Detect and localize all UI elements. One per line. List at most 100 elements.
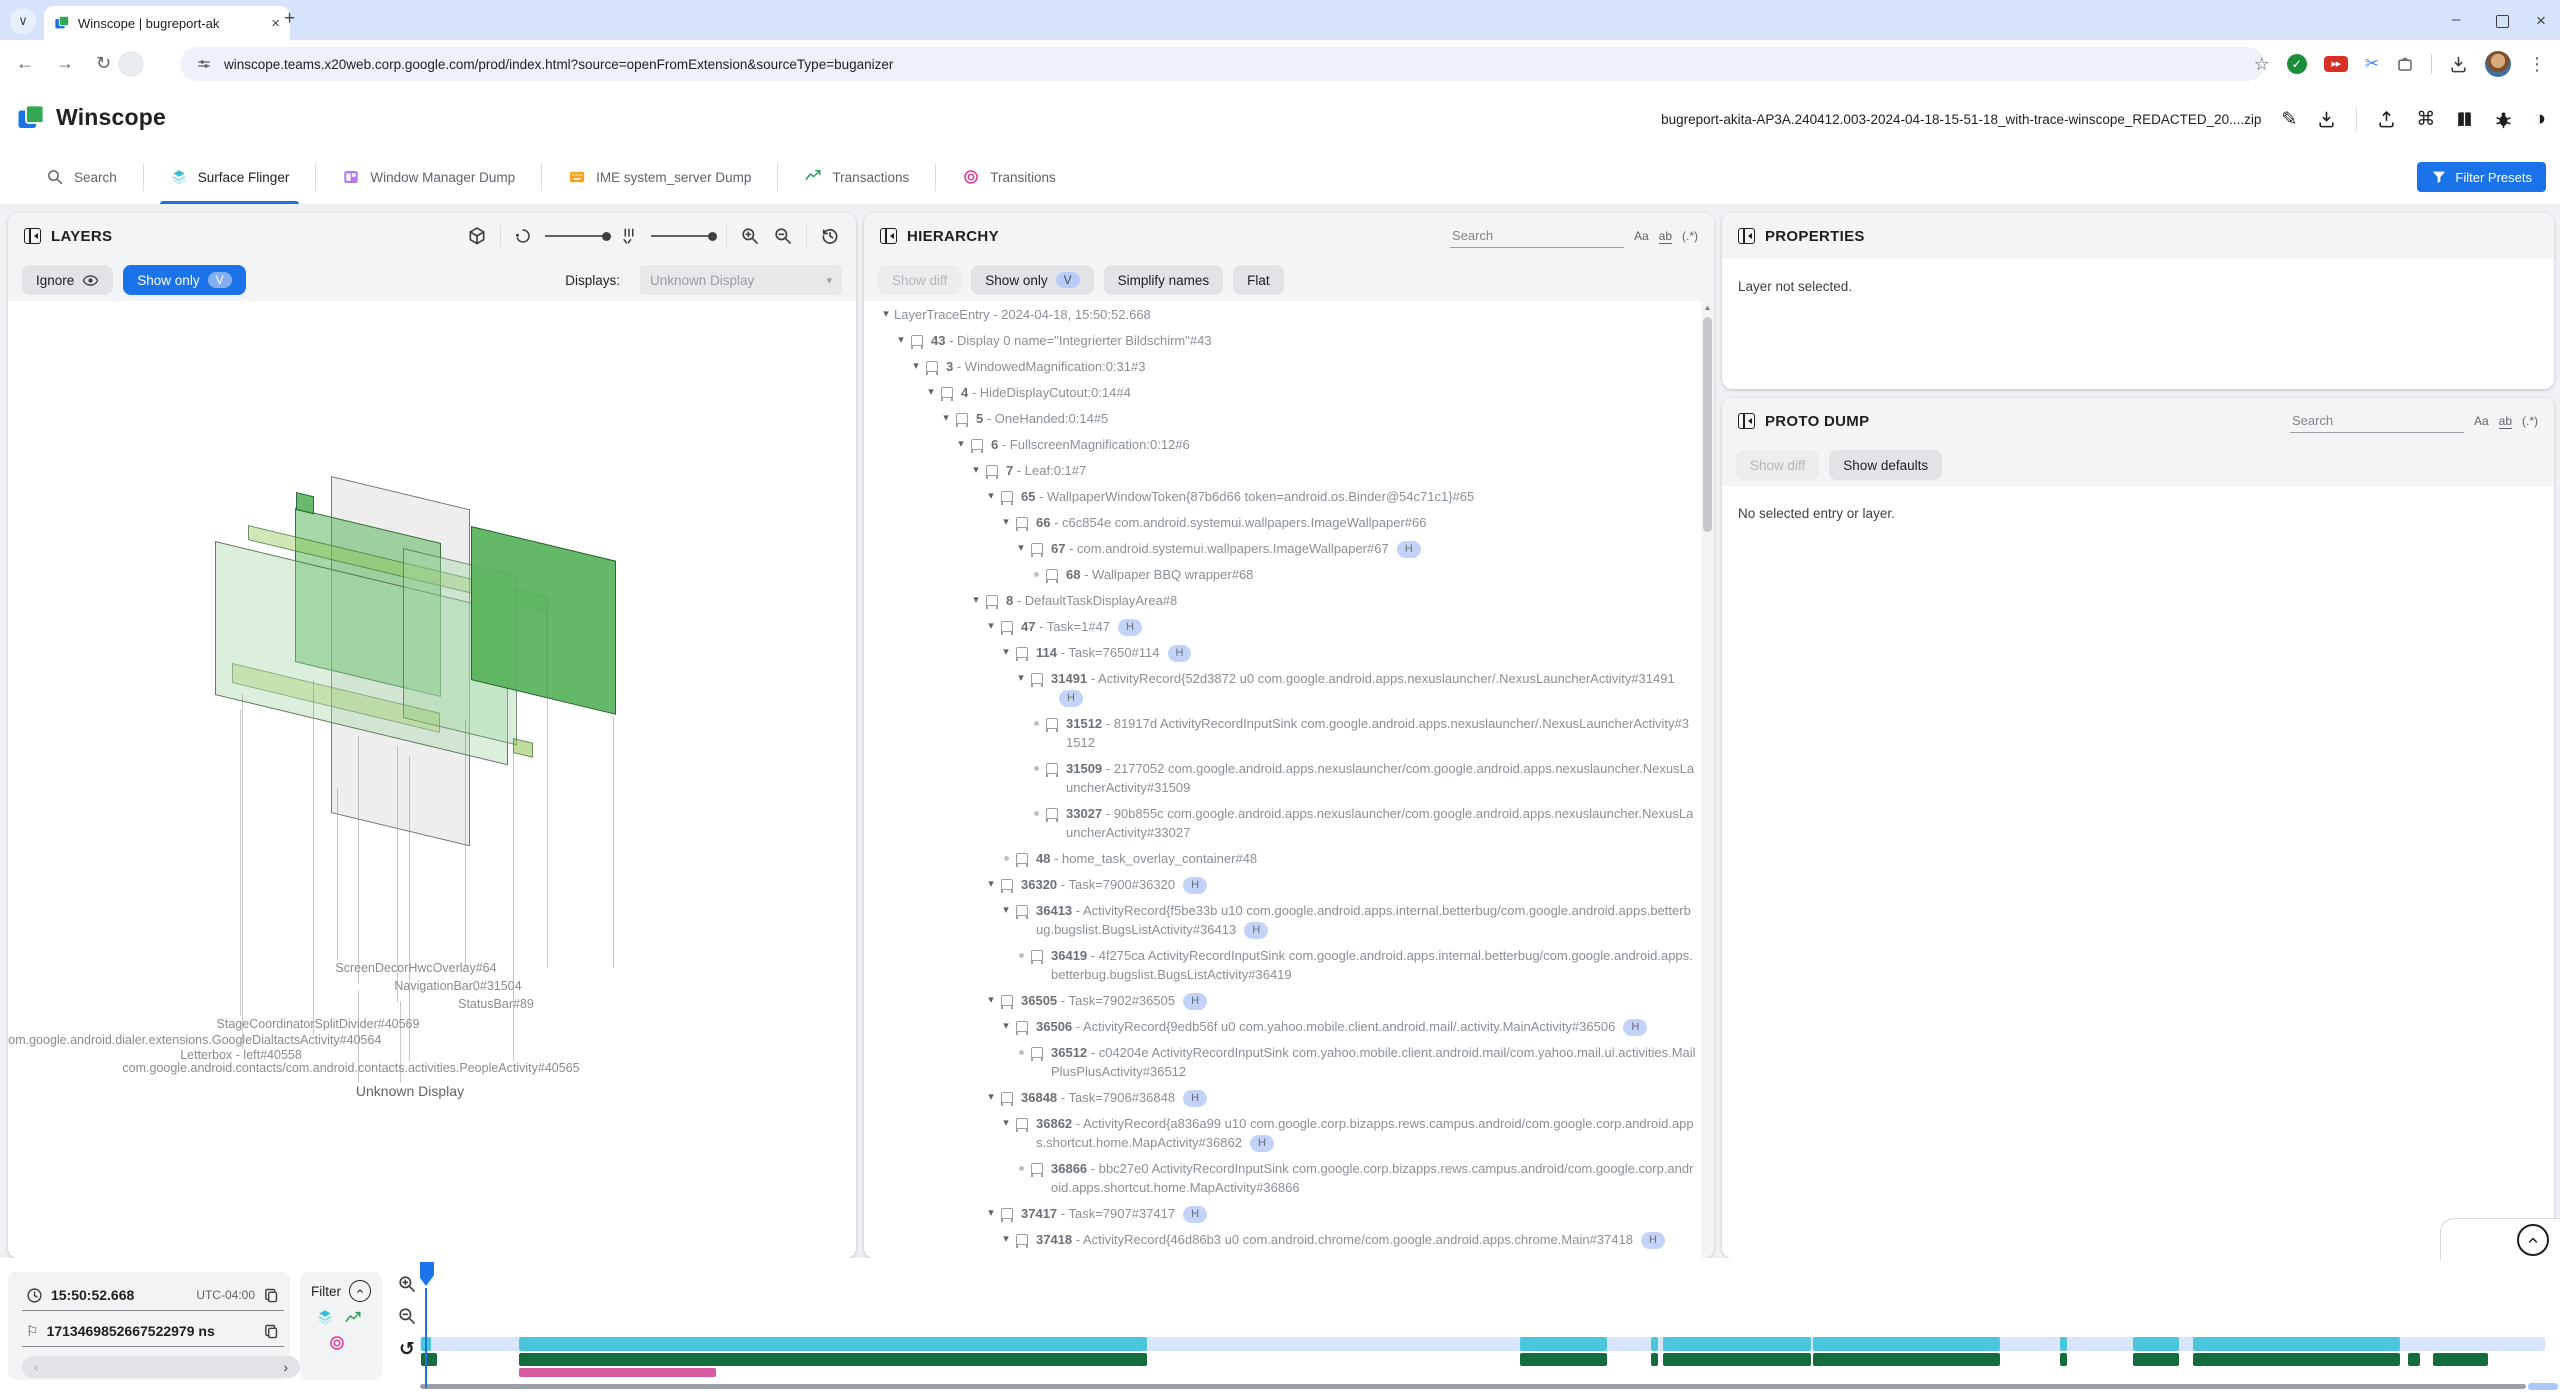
timeline-tracks[interactable] — [420, 1258, 2560, 1392]
sf-trace-segment[interactable] — [1520, 1337, 1607, 1351]
transitions-toggle-icon[interactable] — [328, 1334, 346, 1352]
tree-node[interactable]: ▾ 67 - com.android.systemui.wallpapers.Im… — [864, 535, 1700, 561]
expander-icon[interactable]: ▾ — [988, 993, 994, 1006]
simplify-names-button[interactable]: Simplify names — [1103, 265, 1224, 295]
leaf-dot-icon[interactable] — [1028, 759, 1044, 778]
match-word-icon[interactable]: ab — [2498, 413, 2512, 429]
back-button[interactable]: ← — [16, 53, 34, 73]
tree-node[interactable]: ▾ 31491 - ActivityRecord{52d3872 u0 com.g… — [864, 665, 1700, 710]
timeline-scrollbar-handle[interactable] — [2528, 1383, 2558, 1390]
expander-icon[interactable]: ▾ — [1003, 1232, 1009, 1245]
match-case-icon[interactable]: Aa — [2473, 414, 2489, 428]
tree-node[interactable]: ▾ 36506 - ActivityRecord{9edb56f u0 com.y… — [864, 1013, 1700, 1039]
tree-node[interactable]: ▾ 8 - DefaultTaskDisplayArea#8 — [864, 587, 1700, 613]
leaf-dot-icon[interactable] — [1013, 946, 1029, 965]
documentation-icon[interactable] — [2455, 110, 2474, 129]
next-entry-button[interactable]: › — [283, 1359, 288, 1375]
transitions-trace-segment[interactable] — [519, 1368, 716, 1377]
tree-node[interactable]: ▾ 6 - FullscreenMagnification:0:12#6 — [864, 431, 1700, 457]
spacing-slider[interactable] — [651, 231, 717, 241]
tree-node[interactable]: ▾ 7 - Leaf:0:1#7 — [864, 457, 1700, 483]
extensions-puzzle-icon[interactable] — [2396, 55, 2414, 73]
site-info-icon[interactable] — [196, 56, 212, 72]
extension-video-icon[interactable]: ▶▶ — [2323, 56, 2348, 72]
transactions-trace-segment[interactable] — [1651, 1353, 1658, 1366]
tree-node[interactable]: ▾ 37417 - Task=7907#37417 H — [864, 1200, 1700, 1226]
transactions-toggle-icon[interactable] — [344, 1310, 362, 1328]
tree-node[interactable]: ▾ 43 - Display 0 name="Integrierter Bilds… — [864, 327, 1700, 353]
rotation-slider[interactable] — [545, 231, 611, 241]
edit-icon[interactable]: ✎ — [2281, 108, 2298, 130]
show-diff-button[interactable]: Show diff — [1736, 450, 1820, 480]
leaf-dot-icon[interactable] — [1013, 1159, 1029, 1178]
transactions-trace-segment[interactable] — [421, 1353, 437, 1366]
expander-icon[interactable]: ▾ — [958, 437, 964, 450]
tab-search-button[interactable]: ∨ — [10, 8, 36, 34]
ignore-button[interactable]: Ignore — [22, 265, 114, 295]
forward-button[interactable]: → — [56, 53, 74, 73]
match-word-icon[interactable]: ab — [1658, 228, 1672, 244]
scrollbar-thumb[interactable] — [1703, 317, 1712, 532]
timeline-filter-header[interactable]: Filter — [300, 1272, 382, 1302]
report-bug-icon[interactable] — [2494, 110, 2513, 129]
tree-node[interactable]: ▾ 65 - WallpaperWindowToken{87b6d66 token… — [864, 483, 1700, 509]
sf-trace-segment[interactable] — [2193, 1337, 2400, 1351]
tab-transitions[interactable]: Transitions — [936, 150, 1082, 204]
timeline-cursor-marker[interactable] — [420, 1262, 434, 1286]
dark-mode-icon[interactable]: ◑ — [2533, 107, 2546, 130]
tree-node[interactable]: 31512 - 81917d ActivityRecordInputSink c… — [864, 710, 1700, 755]
tree-node[interactable]: 36512 - c04204e ActivityRecordInputSink … — [864, 1039, 1700, 1084]
tab-surface-flinger[interactable]: Surface Flinger — [144, 150, 316, 204]
show-only-v-button[interactable]: Show only V — [971, 265, 1094, 295]
collapse-timeline-button[interactable] — [2517, 1224, 2549, 1256]
transactions-trace-segment[interactable] — [2193, 1353, 2400, 1366]
sf-trace-segment[interactable] — [519, 1337, 1147, 1351]
expander-icon[interactable]: ▾ — [943, 411, 949, 424]
copy-icon[interactable] — [263, 1287, 280, 1304]
panel-collapse-icon[interactable] — [880, 228, 897, 244]
regex-icon[interactable]: (.*) — [1682, 229, 1698, 243]
tree-node[interactable]: ▾ 114 - Task=7650#114 H — [864, 639, 1700, 665]
expander-icon[interactable]: ▾ — [1018, 541, 1024, 554]
tree-node[interactable]: 33027 - 90b855c com.google.android.apps.… — [864, 800, 1700, 845]
bookmark-star-icon[interactable]: ☆ — [2253, 53, 2270, 74]
download-trace-icon[interactable] — [2317, 110, 2336, 129]
filter-presets-button[interactable]: Filter Presets — [2417, 162, 2546, 192]
panel-collapse-icon[interactable] — [1738, 413, 1755, 429]
ns-time-field[interactable]: ⚐ 1713469852667522979 ns — [22, 1316, 284, 1347]
tree-node[interactable]: 48 - home_task_overlay_container#48 — [864, 845, 1700, 871]
transactions-trace-segment[interactable] — [2060, 1353, 2067, 1366]
transactions-trace-segment[interactable] — [2433, 1353, 2488, 1366]
expander-icon[interactable]: ▾ — [928, 385, 934, 398]
downloads-icon[interactable] — [2449, 55, 2468, 74]
shortcuts-icon[interactable]: ⌘ — [2416, 108, 2436, 130]
tree-node[interactable]: 36866 - bbc27e0 ActivityRecordInputSink … — [864, 1155, 1700, 1200]
match-case-icon[interactable]: Aa — [1633, 229, 1649, 243]
toolbar-circle-icon[interactable] — [118, 51, 144, 77]
profile-avatar[interactable] — [2485, 51, 2511, 77]
transactions-trace-segment[interactable] — [1813, 1353, 2000, 1366]
tab-search[interactable]: Search — [20, 150, 143, 204]
timeline-scrollbar[interactable] — [420, 1384, 2526, 1389]
expander-icon[interactable]: ▾ — [988, 1090, 994, 1103]
layers-3d-canvas[interactable]: ScreenDecorHwcOverlay#64 NavigationBar0#3… — [8, 301, 856, 1258]
timeline-zoom-out-icon[interactable] — [397, 1306, 417, 1326]
leaf-dot-icon[interactable] — [1013, 1043, 1029, 1062]
show-diff-button[interactable]: Show diff — [878, 265, 962, 295]
new-tab-button[interactable]: + — [284, 8, 296, 29]
zoom-out-icon[interactable] — [773, 226, 793, 246]
tree-node[interactable]: 68 - Wallpaper BBQ wrapper#68 — [864, 561, 1700, 587]
sf-trace-segment[interactable] — [2133, 1337, 2179, 1351]
expander-icon[interactable]: ▾ — [1003, 1019, 1009, 1032]
timeline-cursor[interactable] — [425, 1288, 427, 1388]
displays-dropdown[interactable]: Unknown Display ▾ — [640, 265, 842, 295]
zoom-in-icon[interactable] — [740, 226, 760, 246]
expander-icon[interactable]: ▾ — [1003, 903, 1009, 916]
prev-entry-button[interactable]: ‹ — [34, 1359, 39, 1375]
expander-icon[interactable]: ▾ — [1018, 671, 1024, 684]
tab-ime-system-server-dump[interactable]: IME system_server Dump — [542, 150, 777, 204]
upload-icon[interactable] — [2377, 110, 2396, 129]
window-close-button[interactable]: × — [2536, 11, 2546, 30]
expander-icon[interactable]: ▾ — [988, 877, 994, 890]
tree-node[interactable]: ▾ 36848 - Task=7906#36848 H — [864, 1084, 1700, 1110]
